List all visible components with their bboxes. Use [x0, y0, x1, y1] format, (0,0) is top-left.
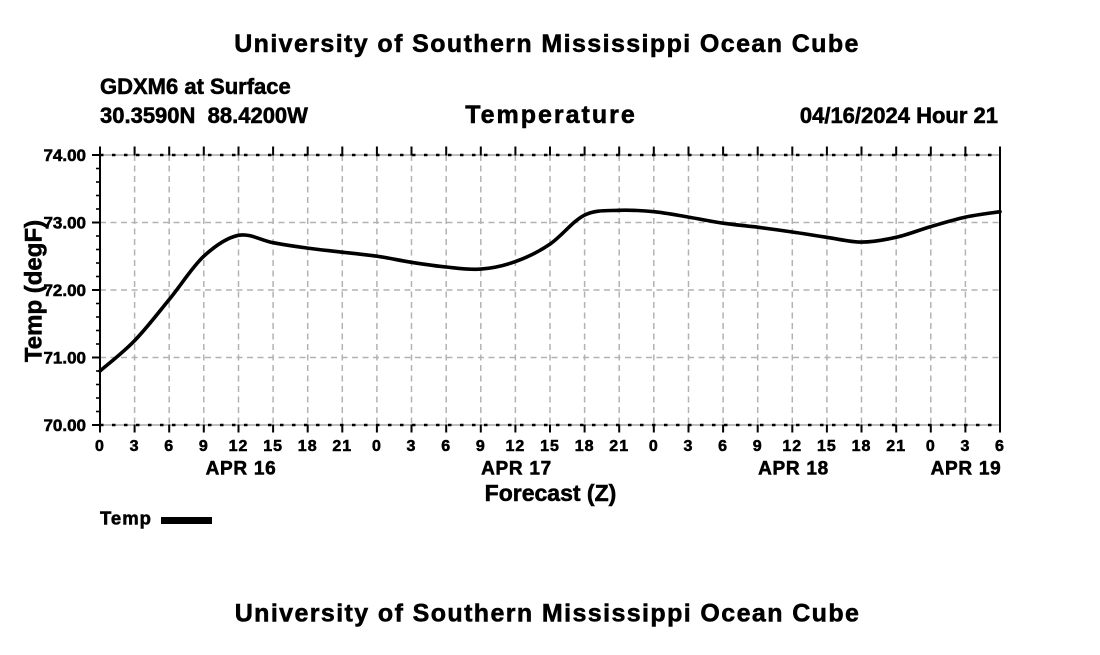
svg-text:18: 18 [852, 438, 872, 455]
svg-text:21: 21 [609, 438, 629, 455]
svg-text:18: 18 [575, 438, 595, 455]
svg-text:APR 18: APR 18 [758, 459, 829, 480]
svg-text:3: 3 [407, 438, 417, 455]
svg-text:30.3590N 88.4200W: 30.3590N 88.4200W [100, 103, 308, 128]
svg-text:6: 6 [718, 438, 728, 455]
svg-text:3: 3 [130, 438, 140, 455]
svg-text:15: 15 [263, 438, 283, 455]
svg-text:3: 3 [684, 438, 694, 455]
svg-text:9: 9 [199, 438, 209, 455]
svg-text:12: 12 [229, 438, 249, 455]
svg-text:Temp (degF): Temp (degF) [21, 220, 48, 362]
svg-text:18: 18 [298, 438, 318, 455]
svg-text:GDXM6 at Surface: GDXM6 at Surface [100, 74, 291, 99]
svg-text:0: 0 [95, 438, 105, 455]
svg-text:APR 19: APR 19 [931, 459, 1002, 480]
svg-text:APR 16: APR 16 [206, 459, 277, 480]
svg-text:73.00: 73.00 [43, 214, 86, 233]
svg-text:9: 9 [476, 438, 486, 455]
svg-text:70.00: 70.00 [43, 416, 86, 435]
svg-text:04/16/2024 Hour 21: 04/16/2024 Hour 21 [800, 103, 998, 128]
svg-text:Temp: Temp [100, 508, 152, 529]
svg-text:6: 6 [441, 438, 451, 455]
svg-text:0: 0 [372, 438, 382, 455]
svg-text:Forecast (Z): Forecast (Z) [485, 480, 617, 506]
svg-text:21: 21 [332, 438, 352, 455]
svg-text:0: 0 [926, 438, 936, 455]
svg-text:71.00: 71.00 [43, 349, 86, 368]
svg-text:3: 3 [960, 438, 970, 455]
svg-text:9: 9 [753, 438, 763, 455]
svg-text:15: 15 [540, 438, 560, 455]
svg-text:University of Southern Mississ: University of Southern Mississippi Ocean… [235, 600, 861, 628]
svg-text:72.00: 72.00 [43, 281, 86, 300]
svg-text:APR 17: APR 17 [481, 459, 552, 480]
svg-text:6: 6 [164, 438, 174, 455]
svg-text:21: 21 [886, 438, 906, 455]
svg-text:University of Southern Mississ: University of Southern Mississippi Ocean… [234, 30, 860, 58]
svg-text:15: 15 [817, 438, 837, 455]
svg-text:74.00: 74.00 [43, 146, 86, 165]
svg-text:12: 12 [506, 438, 526, 455]
svg-text:Temperature: Temperature [465, 101, 637, 129]
svg-text:0: 0 [649, 438, 659, 455]
svg-text:6: 6 [995, 438, 1005, 455]
svg-text:12: 12 [782, 438, 802, 455]
